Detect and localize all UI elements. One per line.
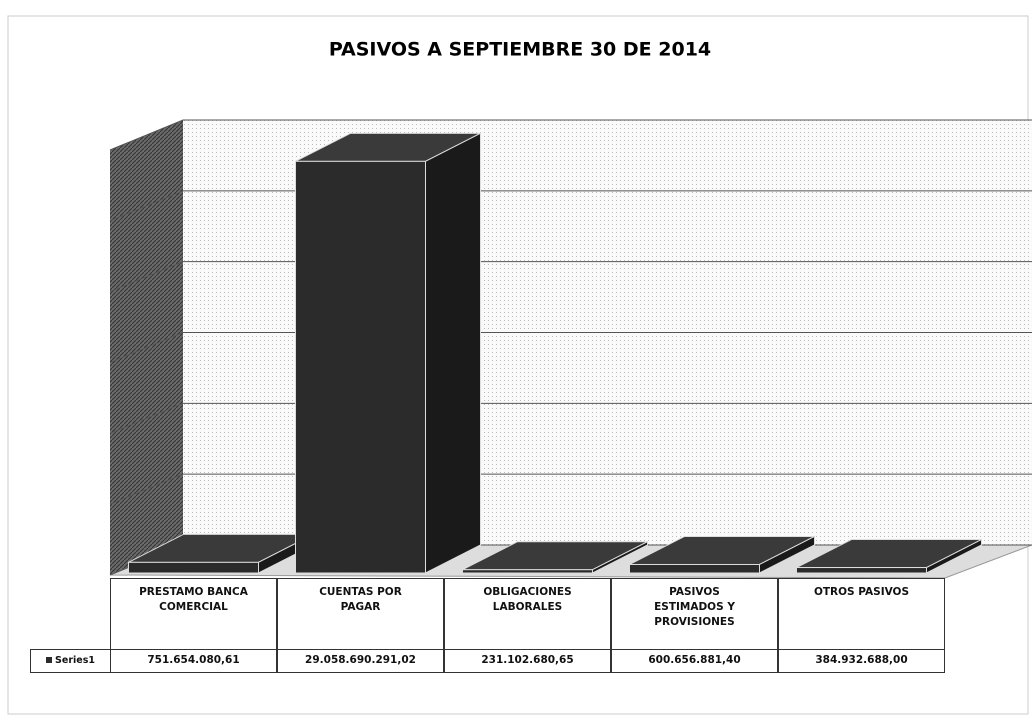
legend-cell: Series1 xyxy=(30,649,111,673)
grid-line xyxy=(109,473,1032,505)
legend-marker xyxy=(46,657,53,663)
bar-front xyxy=(295,160,426,574)
category-label-text: CUENTAS POR PAGAR xyxy=(319,586,402,613)
bar-side xyxy=(425,132,481,574)
chart-title: PASIVOS A SEPTIEMBRE 30 DE 2014 xyxy=(329,39,711,61)
bar xyxy=(295,132,481,574)
grid-line xyxy=(109,119,1032,151)
bar xyxy=(462,540,648,574)
grid-line xyxy=(109,190,1032,222)
category-label: PRESTAMO BANCA COMERCIAL xyxy=(110,578,277,650)
bar-front xyxy=(128,561,259,574)
bar-front xyxy=(629,563,760,574)
grid-line xyxy=(109,332,1032,363)
value-label-text: 231.102.680,65 xyxy=(481,654,574,666)
value-label: 384.932.688,00 xyxy=(778,649,945,673)
category-label-text: PRESTAMO BANCA COMERCIAL xyxy=(139,586,248,613)
category-label: CUENTAS POR PAGAR xyxy=(277,578,444,650)
grid-line xyxy=(109,402,1032,434)
category-label-text: PASIVOS ESTIMADOS Y PROVISIONES xyxy=(654,586,735,628)
value-label-text: 29.058.690.291,02 xyxy=(305,654,416,666)
value-label-text: 384.932.688,00 xyxy=(815,654,908,666)
category-label-text: OBLIGACIONES LABORALES xyxy=(483,586,572,613)
value-label: 751.654.080,61 xyxy=(110,649,277,673)
value-label: 29.058.690.291,02 xyxy=(277,649,444,673)
bar-front xyxy=(796,567,927,574)
grid-line xyxy=(109,261,1032,293)
category-label: OBLIGACIONES LABORALES xyxy=(444,578,611,650)
category-label: PASIVOS ESTIMADOS Y PROVISIONES xyxy=(611,578,778,650)
value-label-text: 600.656.881,40 xyxy=(648,654,741,666)
bar xyxy=(796,538,982,574)
value-label-text: 751.654.080,61 xyxy=(147,654,240,666)
legend-label: Series1 xyxy=(55,655,95,666)
category-label-text: OTROS PASIVOS xyxy=(813,586,910,598)
category-label: OTROS PASIVOS xyxy=(778,578,945,650)
value-label: 600.656.881,40 xyxy=(611,649,778,673)
bar-front xyxy=(462,569,593,574)
bar xyxy=(629,535,815,574)
value-label: 231.102.680,65 xyxy=(444,649,611,673)
